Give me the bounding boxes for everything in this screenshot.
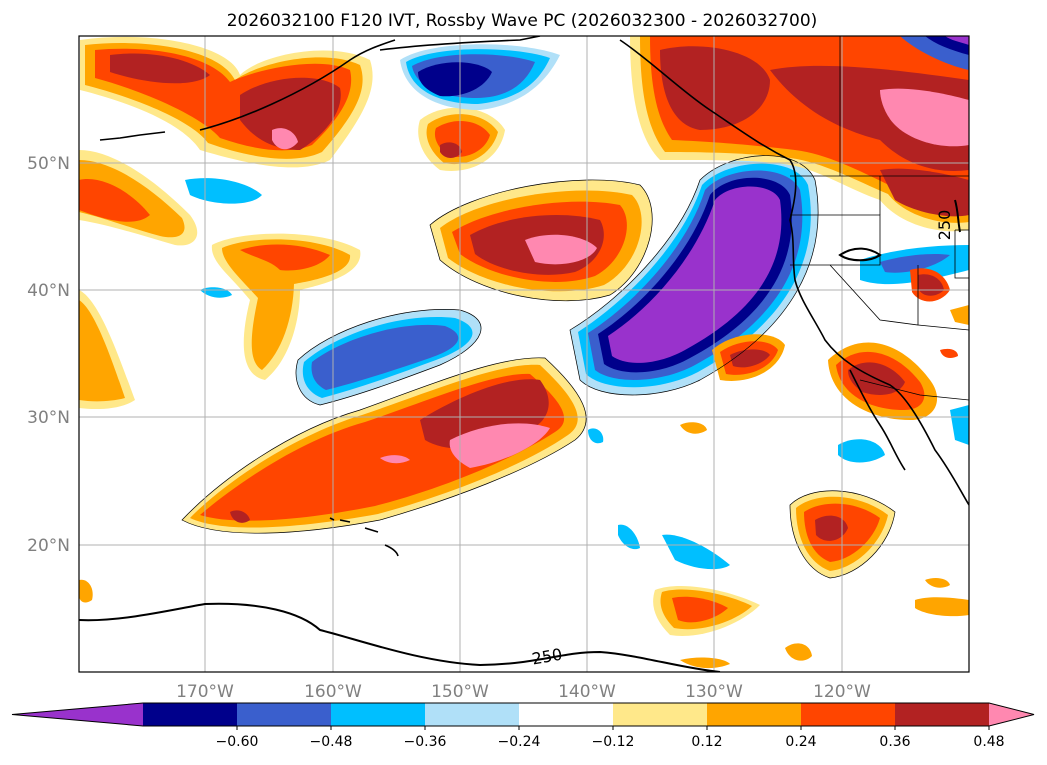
gridlines: [79, 36, 969, 672]
anomaly-small-north: [418, 107, 505, 171]
anomaly-west-35n: [79, 290, 135, 410]
alaska-coast: [379, 36, 541, 51]
colorbar: [11, 702, 1035, 727]
anomaly-outlines: [181, 155, 896, 579]
colorbar-tick-label: 0.36: [879, 734, 910, 750]
anomaly-negative-small-west: [185, 178, 262, 204]
lat-tick-50n: 50°N: [27, 154, 70, 174]
lon-tick-140w: 140°W: [558, 682, 616, 702]
colorbar-tick-label: 0.48: [973, 734, 1004, 750]
anomaly-central-north: [430, 179, 653, 301]
ivt-250-contour-inland: [838, 247, 882, 262]
lon-tick-120w: 120°W: [813, 682, 871, 702]
anomaly-negative-east-edge: [950, 405, 969, 445]
lat-tick-30n: 30°N: [27, 408, 70, 428]
figure-title: 2026032100 F120 IVT, Rossby Wave PC (202…: [227, 11, 818, 31]
anomaly-tiny-4: [785, 643, 812, 661]
west-coast: [619, 39, 969, 506]
anomaly-offshore-ca: [712, 334, 785, 381]
colorbar-swatch: [143, 703, 238, 726]
anomaly-subtropical-band: [182, 357, 587, 534]
ivt-250-contour-east: [954, 199, 961, 233]
colorbar-swatch: [519, 703, 614, 726]
contour-labels: 250 250: [530, 210, 954, 669]
colorbar-tick-label: 0.12: [691, 734, 722, 750]
anomaly-negative-alaska: [400, 44, 560, 110]
lon-tick-130w: 130°W: [685, 682, 743, 702]
colorbar-extend-low: [12, 703, 143, 726]
hawaiian-islands-small: [329, 517, 335, 521]
colorbar-tick-label: 0.24: [785, 734, 816, 750]
colorbar-swatch: [707, 703, 802, 726]
anomaly-negative-central: [296, 309, 482, 405]
colorbar-swatch: [801, 703, 896, 726]
colorbar-swatch: [613, 703, 708, 726]
arizona-border: [917, 324, 969, 331]
colorbar-extend-high: [989, 703, 1034, 726]
anomaly-tiny-3: [925, 577, 950, 588]
colorbar-swatch: [331, 703, 426, 726]
colorbar-tick-label: −0.24: [498, 734, 541, 750]
anomaly-tiny-6: [680, 657, 730, 669]
ivt-250-contour-south: [79, 602, 721, 672]
anomaly-tiny-1: [680, 422, 707, 434]
anomaly-tiny-2: [915, 597, 969, 617]
lon-tick-labels: 170°W 160°W 150°W 140°W 130°W 120°W: [176, 682, 871, 702]
anomaly-negative-baja: [838, 439, 885, 463]
colorbar-outline: [11, 702, 1035, 727]
anomaly-negative-small-30n: [588, 428, 604, 444]
colorbar-tick-label: −0.60: [216, 734, 259, 750]
lon-tick-150w: 150°W: [431, 682, 489, 702]
filled-contours: [79, 36, 969, 669]
map-panel: 250 250: [78, 35, 970, 673]
aleutian-islands: [99, 131, 166, 141]
anomaly-negative-small-south-2: [618, 524, 640, 550]
lat-tick-40n: 40°N: [27, 281, 70, 301]
hawaiian-islands: [339, 519, 399, 557]
oregon-border: [790, 214, 881, 266]
state-borders: [790, 36, 969, 401]
anomaly-tiny-5: [79, 579, 93, 603]
baja-california: [849, 369, 906, 471]
anomaly-canada: [630, 36, 969, 232]
alaska-peninsula: [199, 39, 396, 131]
anomaly-negative-small-south: [662, 534, 730, 570]
nevada-border: [829, 264, 919, 326]
ivt-250-contour: [79, 199, 961, 672]
colorbar-tick-label: −0.36: [404, 734, 447, 750]
mexico-border: [859, 379, 969, 401]
contour-label-east: 250: [935, 210, 954, 241]
lat-tick-20n: 20°N: [27, 536, 70, 556]
colorbar-tick-label: −0.12: [592, 734, 635, 750]
lat-tick-labels: 50°N 40°N 30°N 20°N: [27, 154, 70, 556]
anomaly-tiny-7: [940, 348, 958, 358]
colorbar-swatch: [237, 703, 332, 726]
colorbar-tick-label: −0.48: [310, 734, 353, 750]
anomaly-negative-interior-core: [880, 253, 950, 273]
anomaly-hawaii-north: [211, 233, 361, 380]
anomaly-west-edge: [79, 150, 198, 246]
utah-border: [954, 229, 969, 279]
colorbar-swatch: [425, 703, 520, 726]
coastlines: [99, 36, 969, 557]
map-frame: [78, 35, 970, 673]
lon-tick-160w: 160°W: [304, 682, 362, 702]
colorbar-swatch: [895, 703, 990, 726]
colorbar-tick-labels: −0.60 −0.48 −0.36 −0.24 −0.12 0.12 0.24 0.36 0.4…: [216, 726, 1005, 750]
lon-tick-170w: 170°W: [176, 682, 234, 702]
anomaly-gulf-alaska: [80, 36, 373, 168]
